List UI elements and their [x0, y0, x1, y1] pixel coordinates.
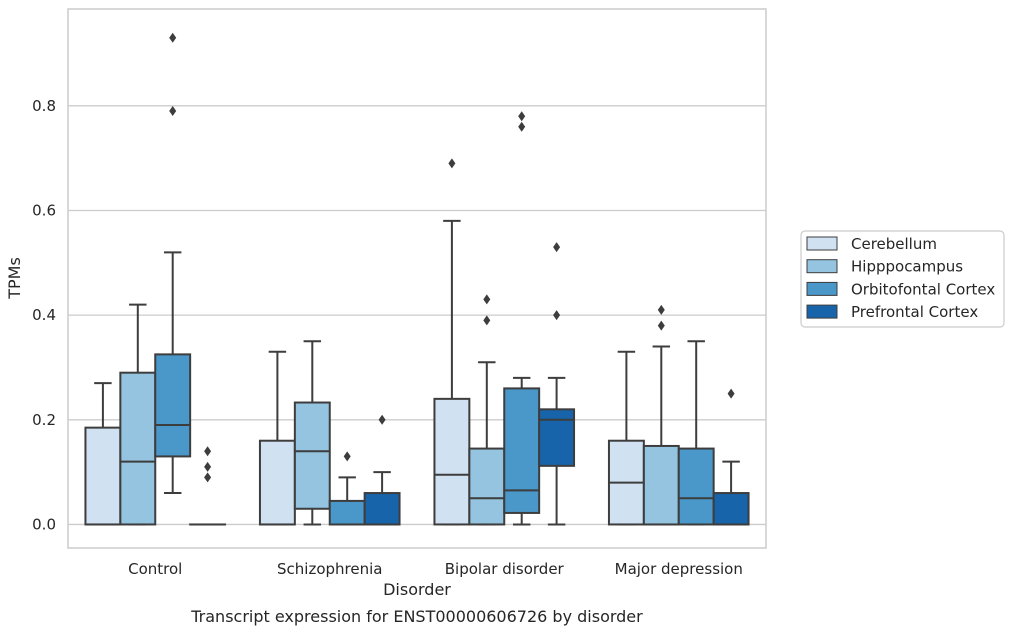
- box-iqr: [119, 371, 157, 526]
- x-axis-label: Disorder: [383, 580, 451, 599]
- outlier-point: [483, 315, 491, 326]
- outlier-point: [204, 461, 212, 472]
- y-tick-label: 0.8: [32, 97, 56, 115]
- box-iqr: [712, 492, 750, 526]
- legend: Cerebellum Hipppocampus Orbitofontal Corte…: [800, 230, 1005, 328]
- outlier-point: [169, 106, 177, 117]
- box-element: [258, 350, 296, 526]
- box-iqr: [363, 492, 401, 526]
- box-iqr: [503, 387, 541, 514]
- box-element: [677, 340, 715, 526]
- box-element: [363, 414, 401, 526]
- x-axis-ticks: Control Schizophrenia Bipolar disorder Majo…: [128, 560, 743, 578]
- outlier-point: [448, 158, 456, 169]
- x-tick-label: Major depression: [615, 560, 743, 578]
- box-element: [189, 446, 227, 526]
- box-iqr: [84, 426, 122, 526]
- outlier-point: [378, 414, 386, 425]
- box-iqr: [642, 444, 680, 526]
- box-element: [154, 32, 192, 495]
- box-element: [538, 242, 576, 526]
- outlier-point: [553, 310, 561, 321]
- legend-label: Orbitofontal Cortex: [851, 280, 995, 298]
- plot-frame: [67, 8, 767, 549]
- box-element: [503, 111, 541, 526]
- outlier-point: [343, 451, 351, 462]
- outlier-point: [518, 121, 526, 132]
- outlier-point: [204, 472, 212, 483]
- box-element: [468, 294, 506, 526]
- legend-label: Hipppocampus: [851, 258, 963, 276]
- box-element: [293, 340, 331, 526]
- legend-frame: [800, 230, 1005, 328]
- outlier-point: [204, 446, 212, 457]
- x-tick-label: Bipolar disorder: [445, 560, 565, 578]
- outlier-point: [553, 242, 561, 253]
- plot-boxes: [84, 32, 750, 526]
- box-iqr: [154, 353, 192, 458]
- y-axis-ticks: 0.0 0.2 0.4 0.6 0.8: [32, 97, 56, 534]
- box-iqr: [433, 397, 471, 526]
- box-element: [433, 158, 471, 526]
- outlier-point: [169, 32, 177, 43]
- x-tick-label: Schizophrenia: [277, 560, 382, 578]
- outlier-point: [657, 320, 665, 331]
- box-element: [712, 388, 750, 526]
- box-iqr: [538, 408, 576, 467]
- box-element: [642, 304, 680, 526]
- box-element: [119, 303, 157, 526]
- box-iqr: [468, 447, 506, 526]
- y-tick-label: 0.6: [32, 201, 56, 219]
- x-tick-label: Control: [128, 560, 182, 578]
- legend-label: Prefrontal Cortex: [851, 303, 978, 321]
- legend-label: Cerebellum: [851, 235, 937, 253]
- outlier-point: [483, 294, 491, 305]
- box-iqr: [677, 447, 715, 526]
- chart-caption: Transcript expression for ENST0000060672…: [190, 607, 643, 626]
- outlier-point: [518, 111, 526, 122]
- box-iqr: [293, 401, 331, 510]
- box-element: [328, 451, 366, 526]
- box-element: [607, 350, 645, 526]
- legend-swatch: [806, 281, 838, 296]
- y-axis-label: TPMs: [5, 257, 24, 300]
- box-iqr: [258, 439, 296, 526]
- legend-swatch: [806, 236, 838, 251]
- y-tick-label: 0.4: [32, 306, 56, 324]
- legend-swatch: [806, 304, 838, 319]
- box-iqr: [328, 499, 366, 526]
- box-element: [84, 382, 122, 526]
- y-tick-label: 0.0: [32, 515, 56, 533]
- legend-swatch: [806, 259, 838, 274]
- outlier-point: [727, 388, 735, 399]
- y-tick-label: 0.2: [32, 411, 56, 429]
- outlier-point: [657, 304, 665, 315]
